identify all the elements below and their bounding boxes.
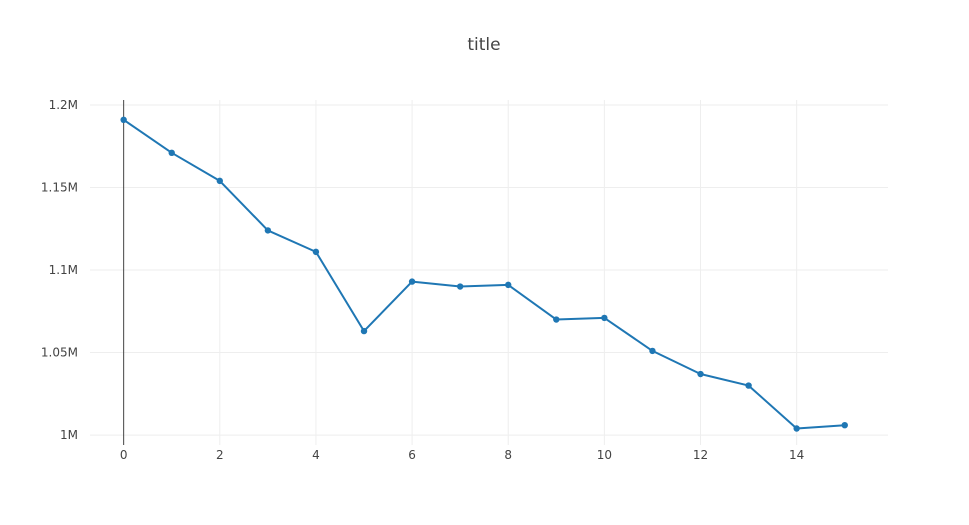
series-layer: [120, 116, 848, 432]
data-point-14[interactable]: [793, 425, 800, 432]
data-point-15[interactable]: [841, 421, 848, 429]
x-tick-label-4: 8: [504, 448, 512, 462]
grid-layer: [90, 100, 888, 445]
y-tick-label-1: 1.05M: [41, 346, 78, 360]
data-point-0[interactable]: [120, 116, 127, 124]
y-tick-label-2: 1.1M: [49, 263, 78, 277]
y-tick-label-4: 1.2M: [49, 98, 78, 112]
data-point-10[interactable]: [601, 314, 608, 322]
data-point-3[interactable]: [264, 227, 272, 234]
data-point-6[interactable]: [408, 278, 416, 285]
x-tick-label-7: 14: [789, 448, 804, 462]
x-tick-label-2: 4: [312, 448, 320, 462]
x-tick-label-3: 6: [408, 448, 416, 462]
data-point-7[interactable]: [456, 283, 464, 290]
data-point-5[interactable]: [360, 327, 368, 335]
x-tick-label-0: 0: [120, 448, 128, 462]
series-line-0: [123, 118, 845, 430]
y-tick-label-3: 1.15M: [41, 180, 78, 194]
axis-layer: 0 2 4 6 8 10 12 14 1M 1.05M 1.1M 1.15M 1.2M: [41, 98, 804, 462]
data-point-8[interactable]: [505, 281, 512, 289]
x-tick-label-5: 10: [597, 448, 612, 462]
y-tick-label-0: 1M: [60, 428, 78, 442]
data-point-12[interactable]: [697, 370, 704, 378]
data-point-9[interactable]: [553, 316, 560, 323]
data-point-11[interactable]: [649, 347, 656, 355]
x-tick-label-1: 2: [216, 448, 224, 462]
data-point-2[interactable]: [216, 177, 223, 185]
data-point-1[interactable]: [168, 149, 175, 157]
data-point-4[interactable]: [312, 248, 320, 256]
data-point-13[interactable]: [745, 382, 752, 389]
chart-title: title: [467, 35, 500, 55]
x-tick-label-6: 12: [693, 448, 708, 462]
